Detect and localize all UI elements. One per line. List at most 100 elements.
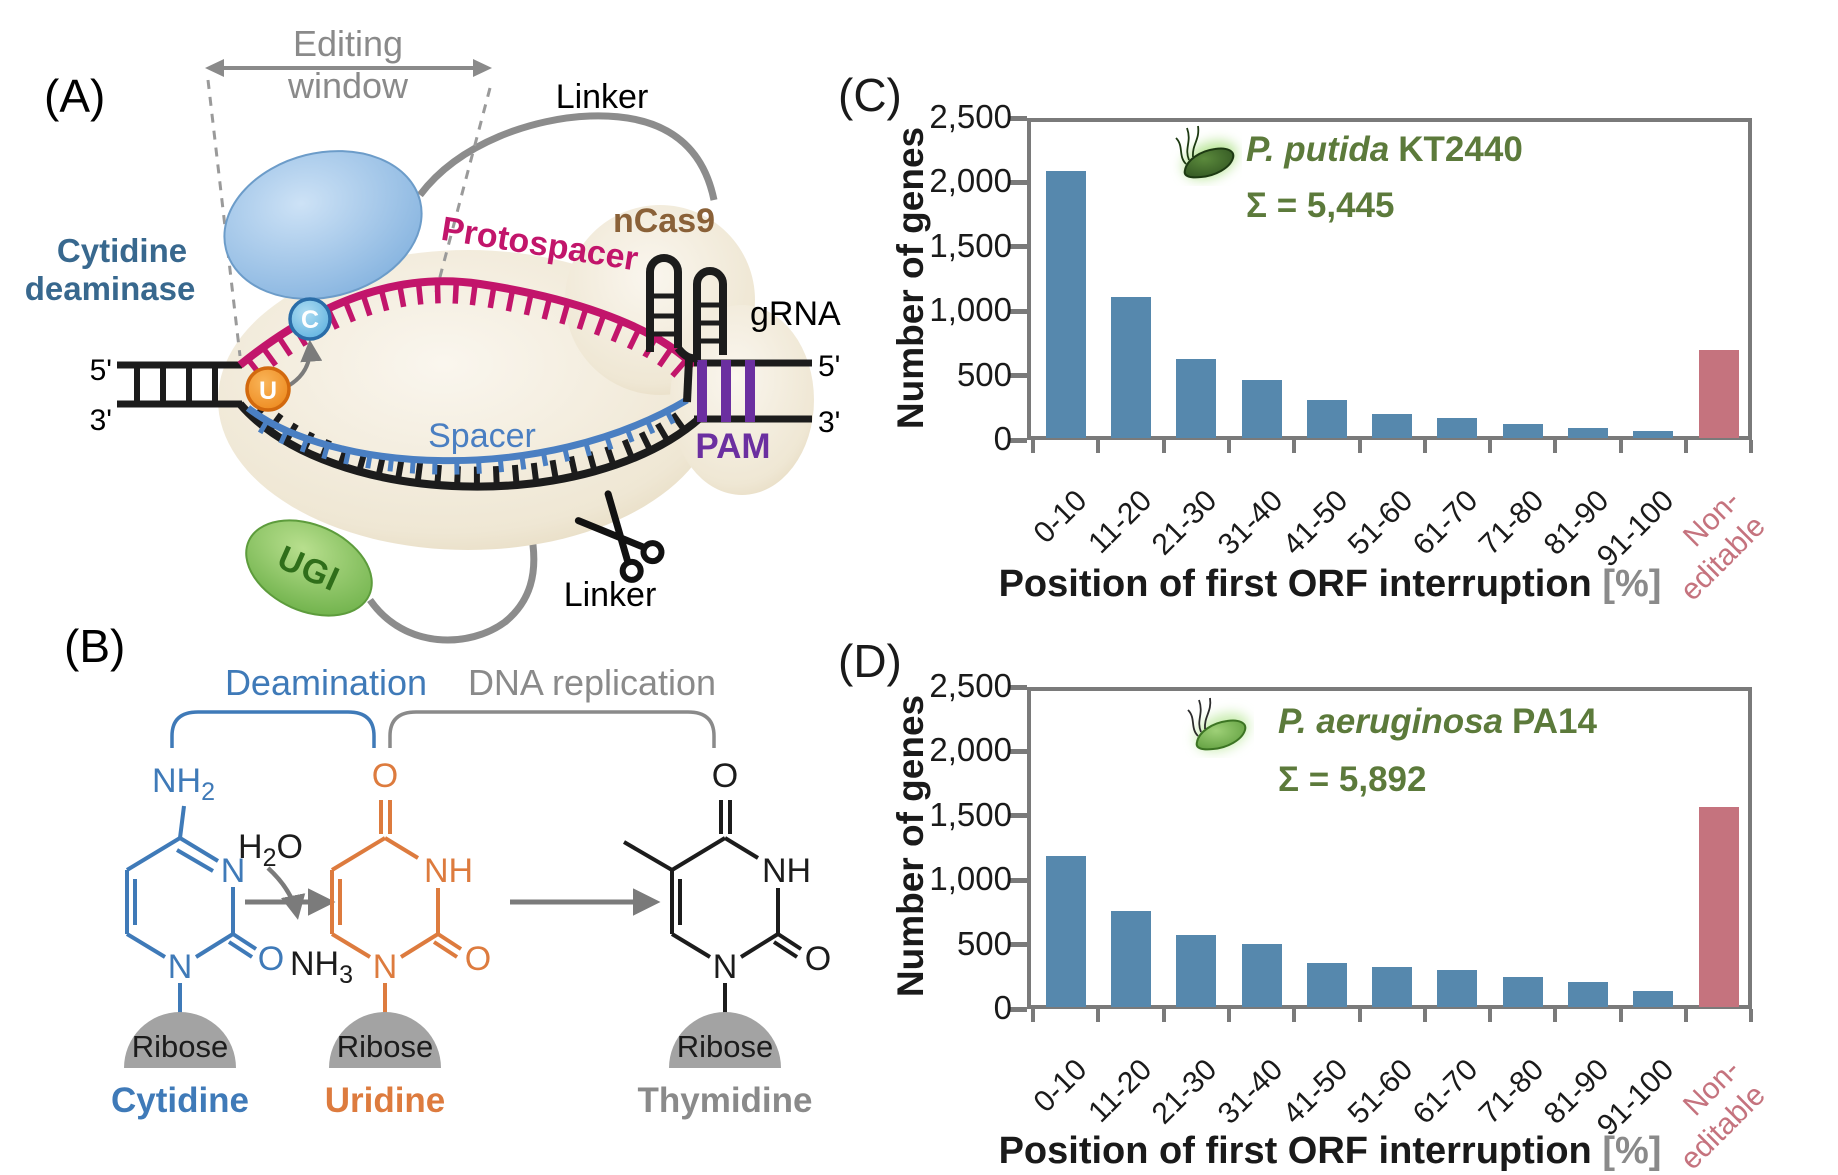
cytosine-n3-label: N bbox=[221, 852, 246, 890]
pam-label: PAM bbox=[695, 427, 770, 466]
editing-window-dash-right bbox=[434, 87, 492, 293]
bar-91-100 bbox=[1633, 430, 1674, 438]
bar-81-90 bbox=[1568, 981, 1609, 1007]
y-tick-label: 1,500 bbox=[929, 795, 1012, 833]
uracil-o-right-label: O bbox=[465, 940, 491, 978]
cytosine-base-letter: C bbox=[301, 306, 319, 334]
gene-total-label: Σ = 5,892 bbox=[1278, 760, 1427, 799]
x-tick bbox=[1096, 1009, 1101, 1022]
y-tick-label: 1,000 bbox=[929, 860, 1012, 898]
y-axis-label: Number of genes bbox=[890, 694, 931, 998]
cytosine-base-icon bbox=[288, 297, 332, 341]
x-axis-title-unit: [%] bbox=[1591, 1130, 1662, 1172]
thymine-o-top-label: O bbox=[712, 757, 738, 795]
x-axis-title-text: Position of first ORF interruption bbox=[998, 1130, 1592, 1172]
panel-c-letter: (C) bbox=[838, 69, 902, 121]
species-name: P. putida bbox=[1246, 130, 1390, 169]
thymine-o-right-label: O bbox=[805, 940, 831, 978]
y-tick-label: 2,500 bbox=[929, 98, 1012, 135]
gene-total-label: Σ = 5,445 bbox=[1246, 186, 1395, 225]
bar-0-10 bbox=[1045, 855, 1086, 1007]
three-prime-left-label: 3' bbox=[90, 404, 112, 437]
y-axis-label: Number of genes bbox=[890, 126, 931, 430]
ugi-blob bbox=[245, 519, 373, 617]
thymine-n1-label: N bbox=[713, 948, 738, 986]
bacterium-icon bbox=[1175, 125, 1237, 179]
x-axis-title: Position of first ORF interruption [%] bbox=[930, 1130, 1730, 1173]
uracil-base-letter: U bbox=[259, 377, 277, 405]
scissors-icon bbox=[574, 490, 665, 583]
y-tick bbox=[1010, 179, 1027, 185]
x-tick bbox=[1749, 440, 1754, 453]
h2o-nh3-arrow bbox=[266, 866, 306, 920]
linker-top-curve bbox=[417, 112, 718, 201]
y-tick bbox=[1010, 244, 1027, 250]
x-axis-title-text: Position of first ORF interruption bbox=[998, 563, 1592, 605]
c-to-u-arrow bbox=[286, 339, 323, 388]
y-tick bbox=[1010, 308, 1027, 314]
y-tick bbox=[1010, 437, 1027, 443]
y-tick bbox=[1010, 684, 1027, 690]
linker-top-label: Linker bbox=[556, 78, 649, 116]
dna-replication-bracket bbox=[388, 710, 716, 748]
y-tick bbox=[1010, 877, 1027, 883]
strain-name: PA14 bbox=[1512, 702, 1597, 741]
bar-41-50 bbox=[1306, 400, 1347, 438]
chart-C-frame bbox=[1027, 118, 1752, 440]
x-tick bbox=[1684, 1009, 1688, 1022]
cytidine-deaminase-label-line2: deaminase bbox=[25, 270, 196, 307]
cytidine-deaminase-blob bbox=[223, 150, 423, 300]
uracil-nh-label: NH bbox=[424, 852, 473, 890]
cytosine-n1-label: N bbox=[168, 948, 193, 986]
x-tick bbox=[1488, 440, 1493, 453]
panel-d-letter: (D) bbox=[838, 635, 902, 687]
x-tick bbox=[1031, 1009, 1035, 1022]
bar-31-40 bbox=[1241, 380, 1282, 438]
bar-41-50 bbox=[1306, 963, 1347, 1007]
x-axis-title: Position of first ORF interruption [%] bbox=[930, 563, 1730, 606]
species-name: P. aeruginosa bbox=[1278, 702, 1504, 741]
x-tick bbox=[1292, 1009, 1297, 1022]
x-tick bbox=[1096, 440, 1101, 453]
editing-window-arrow bbox=[205, 59, 492, 77]
bar-51-60 bbox=[1372, 413, 1413, 438]
bar-51-60 bbox=[1372, 967, 1413, 1007]
x-axis-title-unit: [%] bbox=[1591, 563, 1662, 605]
bar-81-90 bbox=[1568, 427, 1609, 438]
ribose-discs bbox=[124, 1012, 781, 1068]
y-tick-label: 1,500 bbox=[929, 226, 1012, 264]
linker-bottom-label: Linker bbox=[564, 576, 657, 614]
bar-61-70 bbox=[1437, 418, 1478, 438]
x-tick bbox=[1292, 440, 1297, 453]
thymidine-name-label: Thymidine bbox=[637, 1081, 812, 1120]
bar-Non-editable bbox=[1698, 807, 1739, 1007]
y-tick-label: 500 bbox=[956, 355, 1012, 393]
species-label: P. putida KT2440 bbox=[1246, 130, 1523, 170]
three-prime-right-label: 3' bbox=[818, 406, 840, 439]
bacterium-icon bbox=[1187, 697, 1249, 751]
bacterium-icon-wrap bbox=[1170, 118, 1242, 191]
five-prime-right-label: 5' bbox=[818, 350, 840, 383]
cytidine-name-label: Cytidine bbox=[111, 1081, 249, 1120]
nh3-label: NH3 bbox=[290, 945, 353, 989]
five-prime-left-label: 5' bbox=[90, 354, 112, 387]
bar-31-40 bbox=[1241, 943, 1282, 1007]
x-tick bbox=[1161, 440, 1166, 453]
dna-replication-label: DNA replication bbox=[468, 662, 716, 703]
x-tick bbox=[1553, 1009, 1558, 1022]
cytidine-deaminase-label-line1: Cytidine bbox=[57, 232, 187, 269]
bar-71-80 bbox=[1502, 976, 1543, 1007]
strain-name: KT2440 bbox=[1398, 130, 1523, 169]
species-label: P. aeruginosa PA14 bbox=[1278, 702, 1597, 742]
uracil-base-icon bbox=[245, 366, 291, 412]
dna-duplex-left bbox=[117, 361, 242, 408]
spacer-bases bbox=[257, 409, 676, 475]
uracil-ring bbox=[330, 800, 463, 1014]
y-tick-label: 0 bbox=[993, 989, 1012, 1026]
h2o-label: H2O bbox=[238, 828, 303, 872]
deamination-label: Deamination bbox=[225, 662, 427, 703]
editing-window-label-line2: window bbox=[287, 65, 409, 106]
uridine-name-label: Uridine bbox=[325, 1081, 446, 1120]
x-tick bbox=[1357, 440, 1362, 453]
x-tick bbox=[1161, 1009, 1166, 1022]
